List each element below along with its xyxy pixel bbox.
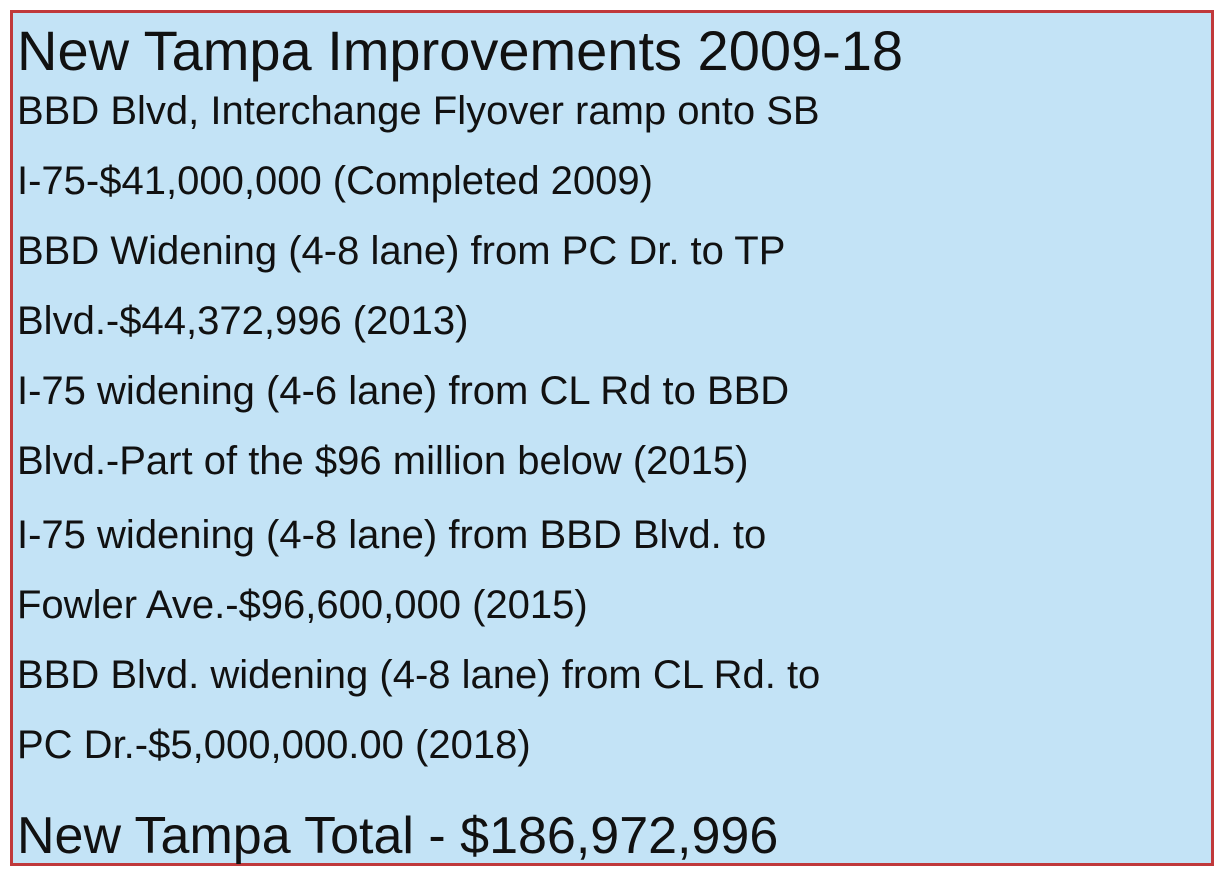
total: New Tampa Total - $186,972,996 xyxy=(17,807,779,865)
item-line: Fowler Ave.-$96,600,000 (2015) xyxy=(17,583,588,627)
item-line: BBD Blvd, Interchange Flyover ramp onto … xyxy=(17,89,820,133)
item-line: BBD Widening (4-8 lane) from PC Dr. to T… xyxy=(17,229,786,273)
item-line: I-75 widening (4-8 lane) from BBD Blvd. … xyxy=(17,513,767,557)
item-line: I-75 widening (4-6 lane) from CL Rd to B… xyxy=(17,369,790,413)
item-line: I-75-$41,000,000 (Completed 2009) xyxy=(17,159,653,203)
item-line: Blvd.-Part of the $96 million below (201… xyxy=(17,439,749,483)
item-line: BBD Blvd. widening (4-8 lane) from CL Rd… xyxy=(17,653,821,697)
item-line: PC Dr.-$5,000,000.00 (2018) xyxy=(17,723,531,767)
info-card: New Tampa Improvements 2009-18 New Tampa… xyxy=(10,10,1214,866)
title: New Tampa Improvements 2009-18 xyxy=(17,19,904,82)
item-line: Blvd.-$44,372,996 (2013) xyxy=(17,299,469,343)
